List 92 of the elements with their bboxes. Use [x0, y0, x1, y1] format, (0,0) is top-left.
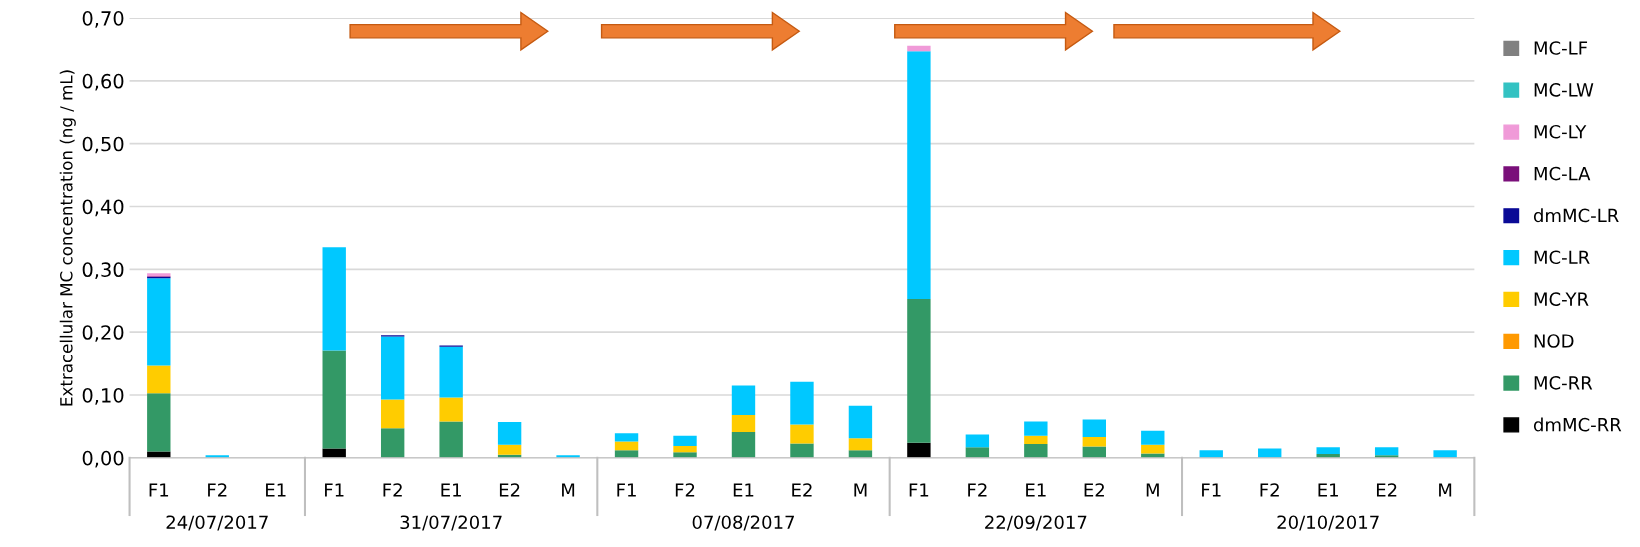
text: 24/07/2017 [166, 515, 268, 531]
x-tick-label: F1 [1202, 483, 1221, 497]
x-tick-label: F2 [208, 483, 227, 497]
x-tick-label: E2 [1376, 483, 1397, 497]
bar [614, 433, 639, 442]
bar [439, 397, 463, 422]
x-tick-label: M [854, 483, 867, 497]
bar [731, 385, 756, 416]
bar [614, 450, 639, 458]
bar [965, 434, 990, 448]
legend-label: dmMC-RR [1533, 417, 1622, 432]
bar [1316, 447, 1340, 455]
y-tick-label: 0,60 [82, 73, 124, 91]
legend-label: MC-LW [1534, 83, 1594, 97]
bar [731, 415, 756, 433]
bar [322, 448, 346, 458]
legend-label: MC-LF [1534, 41, 1588, 55]
legend-label: MC-LA [1534, 166, 1591, 181]
legend-label: NOD [1534, 334, 1574, 348]
x-tick-label: F2 [1260, 483, 1279, 497]
bar [1141, 430, 1165, 445]
bar [322, 350, 346, 449]
legend-label: MC-YR [1534, 292, 1589, 306]
bar [497, 444, 522, 455]
text: 31/07/2017 [400, 515, 502, 531]
bar [439, 421, 463, 458]
y-tick-label: 0,00 [82, 450, 124, 468]
y-tick-label: 0,70 [82, 11, 124, 28]
x-tick-label: M [1146, 483, 1159, 497]
y-tick-label: 0,50 [82, 136, 124, 154]
x-tick-label: F1 [325, 483, 344, 497]
bar [731, 432, 756, 458]
x-tick-label: F1 [909, 483, 929, 497]
bar [1024, 444, 1048, 458]
bar [1024, 421, 1048, 436]
x-tick-label: E1 [266, 483, 286, 497]
x-tick-label: F2 [383, 483, 402, 497]
x-tick-label: E1 [1026, 483, 1046, 497]
x-tick-label: M [1439, 483, 1452, 497]
y-tick-label: 0,10 [82, 387, 124, 405]
bar [1082, 437, 1106, 447]
bar [380, 336, 405, 400]
x-tick-label: E2 [792, 483, 812, 497]
bar [380, 399, 405, 429]
bar [907, 51, 931, 299]
bar [147, 393, 171, 452]
bar [907, 298, 931, 443]
bar [673, 435, 697, 446]
legend-label: MC-LR [1534, 250, 1590, 265]
bar [1258, 448, 1282, 458]
y-axis-title: Extracellular MC concentration (ng / mL) [59, 70, 76, 406]
bar [322, 247, 346, 351]
legend-label: MC-RR [1534, 376, 1593, 390]
bar [147, 365, 171, 394]
bar [907, 45, 931, 52]
y-tick-label: 0,30 [82, 262, 124, 280]
bar [673, 452, 697, 458]
x-tick-label: F2 [675, 483, 695, 497]
bar [907, 442, 931, 458]
bar [439, 346, 463, 398]
legend-label: MC-LY [1534, 124, 1587, 139]
bar [790, 381, 814, 425]
x-tick-label: E1 [441, 483, 461, 497]
bar [1433, 450, 1457, 458]
x-tick-label: E1 [733, 483, 754, 497]
bar [848, 438, 873, 451]
bar [1024, 435, 1048, 445]
bar [790, 424, 814, 444]
x-tick-label: F1 [149, 483, 169, 497]
bar [497, 422, 522, 445]
y-tick-label: 0,40 [82, 199, 124, 217]
y-tick-label: 0,20 [82, 325, 124, 342]
bar [1199, 450, 1223, 458]
bar [848, 405, 873, 439]
bar [1082, 419, 1106, 438]
x-tick-label: F2 [968, 483, 987, 497]
bar [848, 450, 873, 458]
x-tick-label: M [562, 483, 575, 497]
bar [147, 278, 171, 366]
legend-label: dmMC-LR [1533, 208, 1619, 223]
x-tick-label: E2 [499, 483, 520, 497]
bar [1374, 447, 1399, 456]
bar [965, 447, 990, 458]
bar [673, 445, 697, 453]
text: 20/10/2017 [1277, 515, 1379, 531]
x-tick-label: E1 [1318, 483, 1338, 497]
x-tick-label: E2 [1084, 483, 1104, 497]
bar [380, 428, 405, 458]
bar [790, 443, 814, 458]
text: 22/09/2017 [985, 515, 1087, 531]
text: 07/08/2017 [692, 515, 794, 531]
x-tick-label: F1 [617, 483, 636, 497]
